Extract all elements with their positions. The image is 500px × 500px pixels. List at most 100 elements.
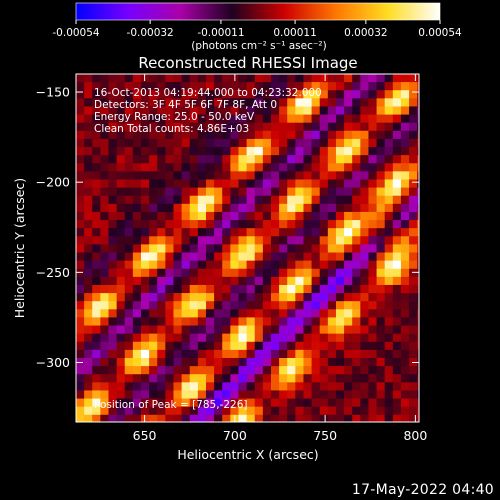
heatmap-cell xyxy=(124,341,134,351)
heatmap-cell xyxy=(173,130,183,140)
heatmap-cell xyxy=(181,147,191,156)
heatmap-cell xyxy=(327,398,337,408)
heatmap-cell xyxy=(352,268,361,278)
heatmap-cell xyxy=(400,260,410,270)
heatmap-cell xyxy=(384,236,394,245)
colorbar-unit-label: (photons cm⁻² s⁻¹ asec⁻²) xyxy=(191,40,326,52)
heatmap-cell xyxy=(173,122,183,132)
heatmap-cell xyxy=(409,122,418,132)
heatmap-cell xyxy=(149,309,158,319)
heatmap-cell xyxy=(319,74,329,83)
heatmap-cell xyxy=(287,333,296,343)
heatmap-cell xyxy=(238,114,248,124)
heatmap-cell xyxy=(327,90,337,99)
heatmap-cell xyxy=(254,155,264,164)
heatmap-cell xyxy=(165,90,175,99)
heatmap-cell xyxy=(92,301,101,310)
heatmap-cell xyxy=(205,244,215,254)
heatmap-cell xyxy=(124,147,134,156)
heatmap-cell xyxy=(360,268,370,278)
heatmap-cell xyxy=(409,179,418,189)
heatmap-cell xyxy=(100,195,110,205)
heatmap-cell xyxy=(108,122,118,132)
heatmap-cell xyxy=(108,187,118,197)
heatmap-cell xyxy=(181,382,191,392)
heatmap-cell xyxy=(319,349,329,359)
heatmap-cell xyxy=(189,333,199,343)
y-tick-label: −150 xyxy=(36,85,70,100)
heatmap-cell xyxy=(392,187,402,197)
heatmap-cell xyxy=(246,130,256,140)
heatmap-cell xyxy=(124,406,134,416)
heatmap-cell xyxy=(425,293,434,302)
heatmap-cell xyxy=(140,155,150,164)
heatmap-cell xyxy=(295,106,305,116)
heatmap-cell xyxy=(246,349,256,359)
heatmap-cell xyxy=(173,236,183,245)
heatmap-cell xyxy=(417,228,419,237)
heatmap-cell xyxy=(84,163,93,172)
heatmap-cell xyxy=(76,374,85,383)
heatmap-cell xyxy=(400,357,410,367)
heatmap-cell xyxy=(400,106,410,116)
heatmap-cell xyxy=(295,309,305,319)
heatmap-cell xyxy=(270,228,280,237)
heatmap-cell xyxy=(100,309,110,319)
heatmap-cell xyxy=(157,374,166,383)
heatmap-cell xyxy=(262,244,272,254)
heatmap-cell xyxy=(319,114,329,124)
heatmap-cell xyxy=(149,155,158,164)
heatmap-cell xyxy=(384,341,394,351)
heatmap-cell xyxy=(197,260,207,270)
heatmap-cell xyxy=(376,414,386,422)
heatmap-cell xyxy=(140,179,150,189)
heatmap-cell xyxy=(116,260,126,270)
heatmap-cell xyxy=(165,309,175,319)
heatmap-cell xyxy=(368,138,378,148)
heatmap-cell xyxy=(165,179,175,189)
heatmap-cell xyxy=(400,82,410,91)
heatmap-cell xyxy=(270,301,280,310)
heatmap-cell xyxy=(311,171,321,181)
heatmap-cell xyxy=(344,309,353,319)
heatmap-cell xyxy=(124,414,134,422)
heatmap-cell xyxy=(319,211,329,221)
heatmap-cell xyxy=(254,414,264,422)
heatmap-cell xyxy=(400,203,410,213)
heatmap-cell xyxy=(238,195,248,205)
heatmap-cell xyxy=(230,203,240,213)
heatmap-cell xyxy=(376,220,386,229)
heatmap-cell xyxy=(246,220,256,229)
heatmap-cell xyxy=(270,179,280,189)
heatmap-cell xyxy=(222,163,231,172)
heatmap-cell xyxy=(360,333,370,343)
heatmap-cell xyxy=(205,90,215,99)
heatmap-cell xyxy=(108,179,118,189)
heatmap-cell xyxy=(270,317,280,327)
heatmap-cell xyxy=(205,325,215,335)
heatmap-cell xyxy=(157,106,166,116)
heatmap-cell xyxy=(344,406,353,416)
heatmap-cell xyxy=(254,130,264,140)
heatmap-cell xyxy=(222,130,231,140)
heatmap-cell xyxy=(319,276,329,286)
heatmap-cell xyxy=(197,171,207,181)
heatmap-cell xyxy=(376,203,386,213)
heatmap-cell xyxy=(417,366,419,375)
heatmap-cell xyxy=(335,82,345,91)
heatmap-cell xyxy=(189,155,199,164)
heatmap-cell xyxy=(246,98,256,108)
heatmap-cell xyxy=(222,90,231,99)
heatmap-cell xyxy=(376,325,386,335)
heatmap-cell xyxy=(230,325,240,335)
heatmap-cell xyxy=(205,114,215,124)
heatmap-cell xyxy=(254,349,264,359)
heatmap-cell xyxy=(189,195,199,205)
heatmap-cell xyxy=(376,98,386,108)
heatmap-cell xyxy=(360,276,370,286)
heatmap-cell xyxy=(222,211,231,221)
heatmap-cell xyxy=(246,228,256,237)
heatmap-cell xyxy=(157,284,166,294)
heatmap-cell xyxy=(165,268,175,278)
heatmap-cell xyxy=(287,317,296,327)
